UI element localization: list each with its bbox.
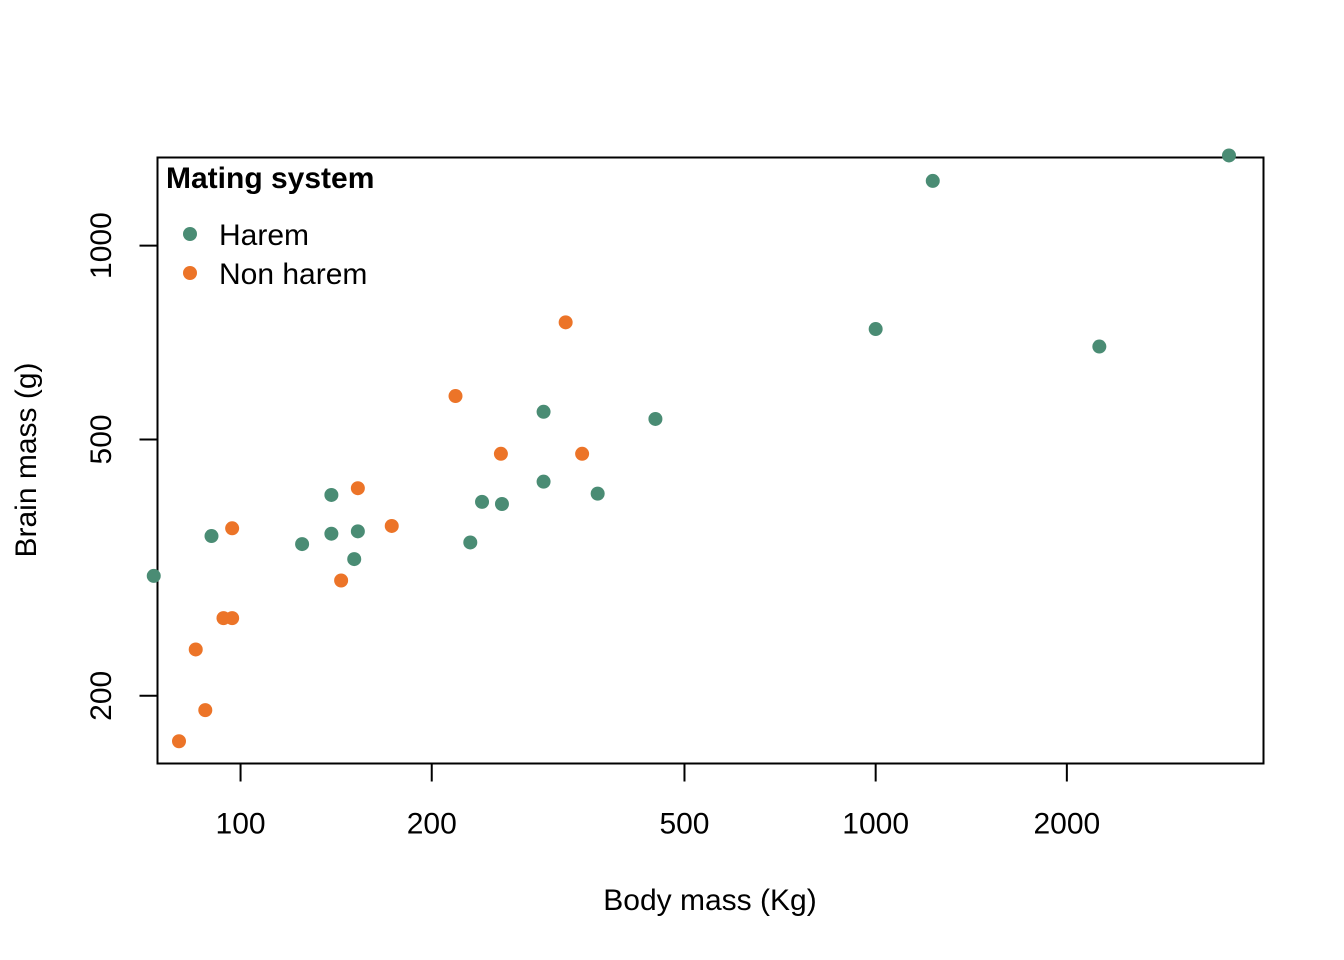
data-point-harem [868, 322, 883, 337]
y-axis: 200 500 1000 [85, 212, 158, 721]
data-points [146, 148, 1236, 749]
data-point-harem [648, 411, 663, 426]
data-point-non-harem [384, 518, 399, 533]
x-axis: 100 200 500 1000 2000 [216, 763, 1100, 841]
legend-label-non-harem: Non harem [219, 258, 367, 291]
data-point-non-harem [334, 573, 349, 588]
y-tick-label: 1000 [85, 212, 118, 279]
data-point-non-harem [493, 446, 508, 461]
plot-frame [156, 156, 1265, 765]
y-tick-label: 500 [85, 414, 118, 464]
data-point-non-harem [448, 389, 463, 404]
data-point-harem [536, 474, 551, 489]
data-point-harem [925, 173, 940, 188]
data-point-harem [590, 486, 605, 501]
data-point-harem [536, 404, 551, 419]
legend-label-harem: Harem [219, 219, 309, 252]
data-point-harem [1221, 148, 1236, 163]
x-tick-label: 1000 [842, 808, 909, 841]
data-point-non-harem [225, 611, 240, 626]
data-point-harem [324, 526, 339, 541]
legend-title: Mating system [166, 162, 374, 195]
data-point-harem [350, 524, 365, 539]
x-axis-title: Body mass (Kg) [603, 884, 816, 917]
data-point-harem [347, 552, 362, 567]
x-tick-label: 2000 [1033, 808, 1100, 841]
data-point-harem [463, 535, 478, 550]
data-point-non-harem [575, 446, 590, 461]
data-point-harem [494, 496, 509, 511]
x-tick-label: 100 [216, 808, 266, 841]
data-point-harem [146, 568, 161, 583]
data-point-harem [1092, 339, 1107, 354]
y-axis-title: Brain mass (g) [10, 362, 43, 557]
data-point-non-harem [198, 703, 213, 718]
data-point-non-harem [172, 734, 187, 749]
data-point-non-harem [188, 642, 203, 657]
y-tick-label: 200 [85, 671, 118, 721]
legend-entries: Harem Non harem [183, 219, 367, 291]
data-point-non-harem [558, 315, 573, 330]
data-point-harem [204, 529, 219, 544]
data-point-harem [324, 487, 339, 502]
data-point-harem [295, 537, 310, 552]
data-point-non-harem [350, 481, 365, 496]
legend-marker-harem [183, 227, 197, 241]
x-tick-label: 200 [407, 808, 457, 841]
legend-marker-non-harem [183, 266, 197, 280]
data-point-harem [475, 494, 490, 509]
x-tick-label: 500 [659, 808, 709, 841]
data-point-non-harem [225, 521, 240, 536]
legend: Mating system Harem Non harem [166, 162, 374, 291]
